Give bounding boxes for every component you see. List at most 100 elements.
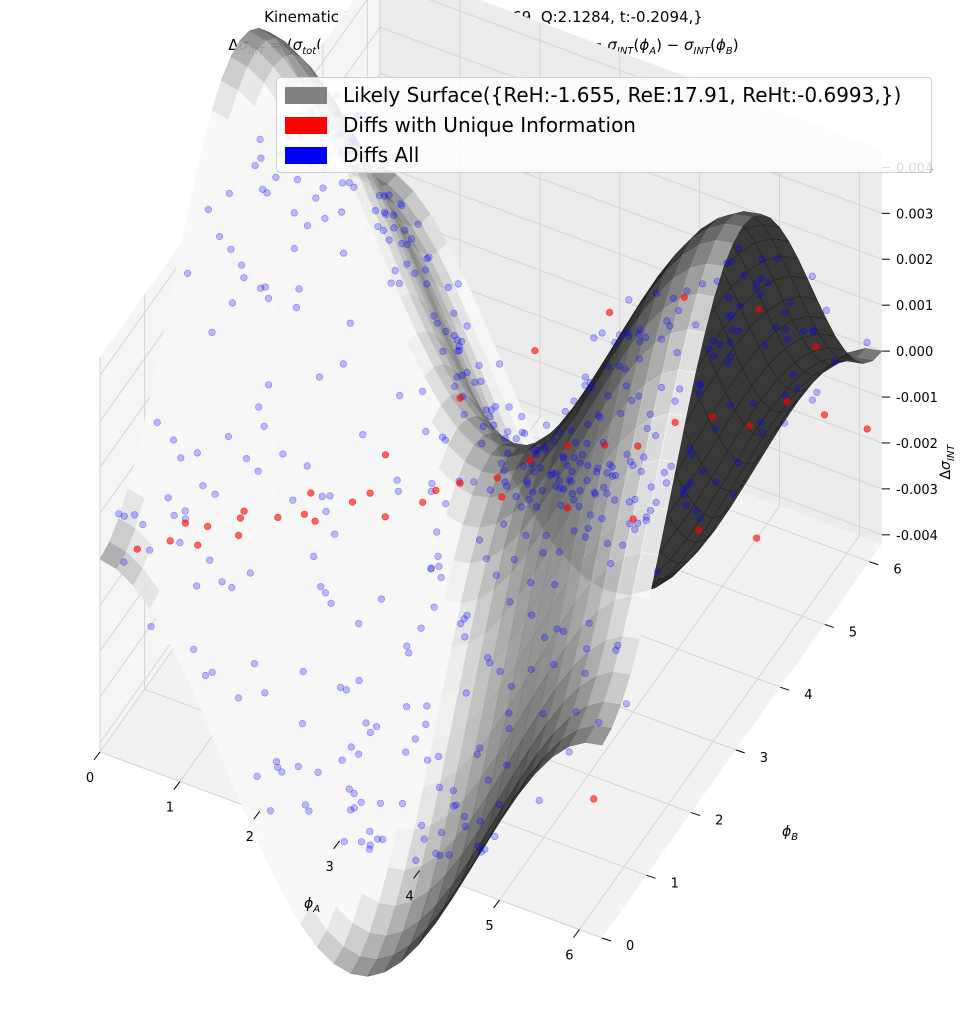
likely-surface <box>99 27 883 977</box>
diffs-all-point <box>274 763 282 771</box>
legend-swatch-surface <box>285 86 327 104</box>
diffs-all-point <box>725 294 733 302</box>
diffs-all-point <box>396 392 404 400</box>
diffs-all-point <box>374 835 382 843</box>
diffs-all-point <box>729 490 738 499</box>
diffs-all-point <box>646 410 654 418</box>
diffs-all-point <box>496 667 504 676</box>
diffs-all-point <box>752 284 760 292</box>
diffs-all-point <box>272 173 280 181</box>
diffs-all-point <box>261 283 270 291</box>
diffs-all-point <box>293 176 302 184</box>
diffs-unique-point <box>755 305 763 314</box>
diffs-all-point <box>527 579 535 587</box>
diffs-all-point <box>726 338 734 347</box>
diffs-unique-point <box>746 421 754 430</box>
diffs-all-point <box>771 323 780 331</box>
diffs-all-point <box>453 373 461 381</box>
diffs-all-point <box>636 326 644 334</box>
diffs-all-point <box>184 269 192 277</box>
diffs-all-point <box>390 224 398 232</box>
diffs-all-point <box>290 209 298 217</box>
diffs-all-point <box>417 624 425 632</box>
diffs-all-point <box>500 466 508 474</box>
diffs-all-point <box>176 538 184 547</box>
diffs-all-point <box>606 460 614 469</box>
diffs-all-point <box>598 514 606 523</box>
diffs-all-point <box>614 641 622 650</box>
diffs-all-point <box>357 798 365 806</box>
legend-item-unique: Diffs with Unique Information <box>285 113 636 137</box>
diffs-all-point <box>585 619 593 627</box>
diffs-all-point <box>491 832 499 841</box>
diffs-all-point <box>181 507 189 515</box>
diffs-all-point <box>559 627 568 635</box>
diffs-all-point <box>734 458 742 467</box>
diffs-all-point <box>422 427 430 436</box>
diffs-unique-point <box>605 308 614 317</box>
diffs-all-point <box>190 645 198 653</box>
diffs-all-point <box>688 450 696 458</box>
diffs-unique-point <box>366 489 374 497</box>
diffs-all-point <box>590 334 598 342</box>
diffs-all-point <box>781 309 789 317</box>
diffs-all-point <box>476 817 484 825</box>
diffs-all-point <box>394 487 403 495</box>
diffs-all-point <box>337 683 345 692</box>
diffs-all-point <box>625 296 633 304</box>
diffs-all-point <box>373 723 381 731</box>
x-tick-mark <box>93 751 101 761</box>
diffs-unique-point <box>274 513 282 522</box>
diffs-all-point <box>347 743 355 751</box>
diffs-all-point <box>164 494 172 502</box>
diffs-all-point <box>542 421 551 429</box>
legend-label-unique: Diffs with Unique Information <box>343 113 636 137</box>
diffs-all-point <box>696 514 704 522</box>
diffs-all-point <box>709 352 718 360</box>
diffs-all-point <box>546 471 555 480</box>
diffs-all-point <box>565 748 573 756</box>
diffs-unique-point <box>194 541 202 549</box>
diffs-unique-point <box>753 534 761 542</box>
diffs-all-point <box>450 331 458 340</box>
x-tick-label: 3 <box>326 860 334 875</box>
diffs-all-point <box>169 436 178 444</box>
diffs-all-point <box>619 541 627 549</box>
diffs-all-point <box>442 327 450 336</box>
diffs-all-point <box>673 349 681 357</box>
diffs-all-point <box>321 214 329 223</box>
diffs-all-point <box>617 409 625 418</box>
diffs-all-point <box>495 360 504 368</box>
diffs-all-point <box>660 468 669 477</box>
diffs-all-point <box>411 269 419 277</box>
diffs-all-point <box>504 449 512 457</box>
diffs-all-point <box>501 478 509 486</box>
diffs-all-point <box>439 347 447 356</box>
diffs-all-point <box>528 488 537 496</box>
diffs-all-point <box>685 444 694 453</box>
diffs-all-point <box>253 772 261 780</box>
diffs-all-point <box>463 322 471 330</box>
diffs-all-point <box>625 498 634 506</box>
diffs-all-point <box>781 391 789 400</box>
diffs-all-point <box>634 330 642 338</box>
diffs-all-point <box>299 667 307 676</box>
diffs-all-point <box>756 291 765 299</box>
diffs-all-point <box>340 249 348 257</box>
diffs-all-point <box>646 506 655 515</box>
diffs-all-point <box>696 381 705 389</box>
diffs-all-point <box>625 332 633 340</box>
diffs-all-point <box>533 503 541 511</box>
diffs-all-point <box>533 446 542 455</box>
diffs-all-point <box>347 806 355 814</box>
diffs-all-point <box>663 317 671 325</box>
diffs-all-point <box>224 432 232 441</box>
diffs-all-point <box>622 382 631 390</box>
diffs-all-point <box>421 266 430 274</box>
diffs-all-point <box>592 468 601 476</box>
diffs-all-point <box>789 371 797 379</box>
diffs-all-point <box>773 254 782 262</box>
y-tick-label: 5 <box>849 626 857 641</box>
diffs-all-point <box>398 240 406 248</box>
diffs-all-point <box>375 192 384 200</box>
